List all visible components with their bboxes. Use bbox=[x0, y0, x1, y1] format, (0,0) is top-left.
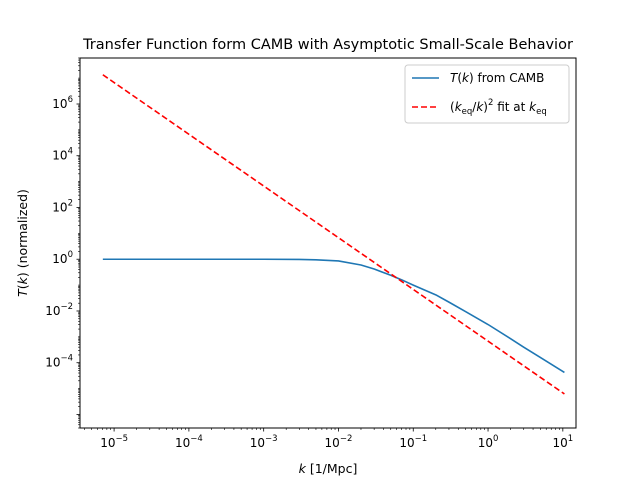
chart-title: Transfer Function form CAMB with Asympto… bbox=[82, 37, 573, 53]
y-tick-label: 102 bbox=[52, 198, 73, 214]
y-tick-label: 10−4 bbox=[45, 354, 73, 370]
y-tick-label: 10−2 bbox=[45, 302, 73, 318]
x-tick-label: 10−1 bbox=[399, 434, 427, 450]
axes-frame bbox=[79, 57, 577, 429]
y-axis-label: T(k) (normalized) bbox=[15, 189, 30, 297]
y-tick-label: 100 bbox=[52, 250, 73, 266]
plot-area bbox=[102, 74, 565, 395]
x-tick-label: 10−3 bbox=[250, 434, 278, 450]
legend: T(k) from CAMB (keq/k)2 fit at keq bbox=[404, 64, 570, 124]
series-line-2 bbox=[102, 74, 565, 395]
legend-label-1: T(k) from CAMB bbox=[450, 71, 544, 85]
y-tick-label: 104 bbox=[52, 147, 73, 163]
x-axis: 10−5 10−4 10−3 10−2 10−1 100 101 bbox=[84, 428, 573, 450]
x-tick-label: 100 bbox=[478, 434, 499, 450]
legend-box bbox=[404, 64, 570, 124]
x-tick-label: 10−4 bbox=[175, 434, 203, 450]
y-axis: 10−4 10−2 100 102 104 106 bbox=[45, 57, 80, 429]
x-tick-label: 10−2 bbox=[325, 434, 353, 450]
x-tick-label: 10−5 bbox=[100, 434, 128, 450]
x-axis-label: k [1/Mpc] bbox=[299, 461, 358, 476]
x-tick-label: 101 bbox=[552, 434, 573, 450]
y-tick-label: 106 bbox=[52, 95, 73, 111]
legend-label-2: (keq/k)2 fit at keq bbox=[450, 98, 547, 117]
